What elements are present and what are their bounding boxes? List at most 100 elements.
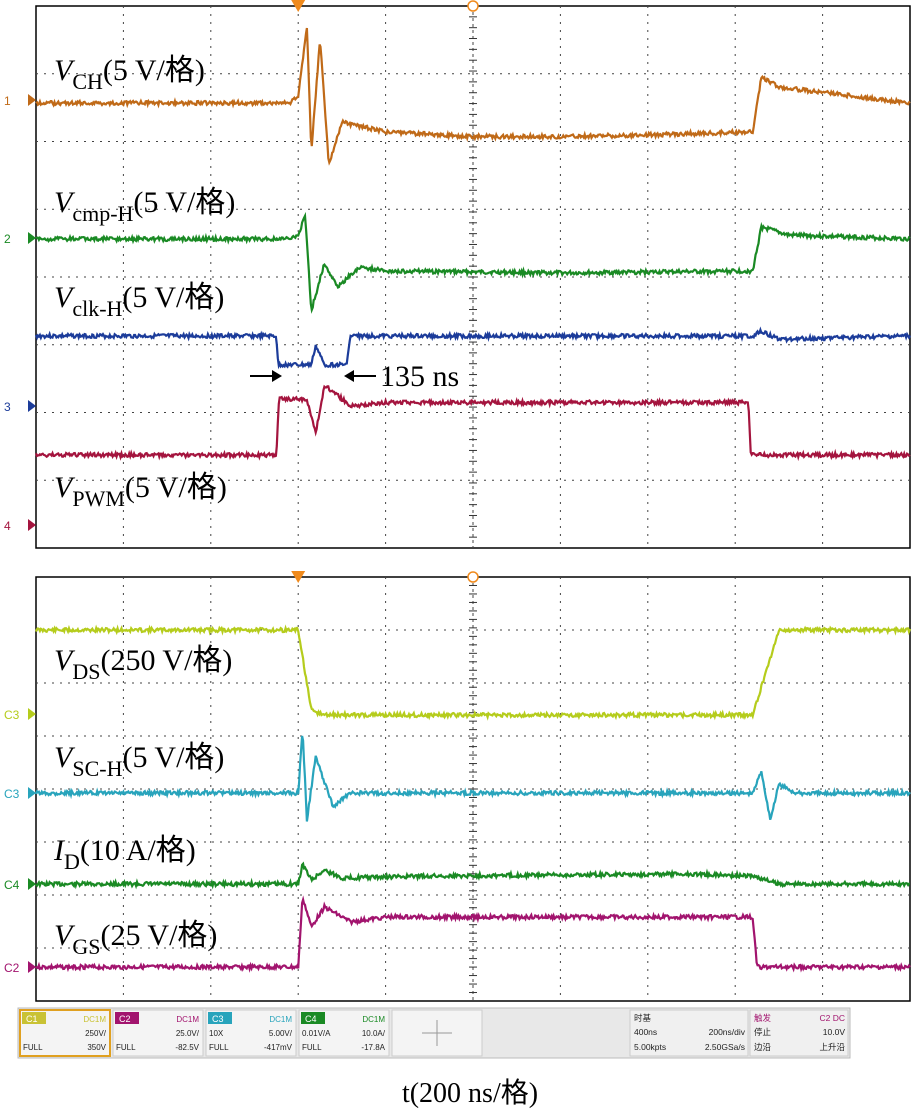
x-axis-label: t(200 ns/格) <box>402 1077 538 1109</box>
trace-id <box>35 861 910 890</box>
time-center-marker <box>467 571 479 583</box>
channel-bw: FULL <box>302 1043 322 1052</box>
channel-bw: FULL <box>209 1043 229 1052</box>
timebase-text: 400ns <box>634 1027 657 1037</box>
channel-arrow-icon <box>28 400 36 412</box>
channel-vdiv: 25.0V/ <box>176 1029 200 1038</box>
trigger-position-marker <box>291 571 306 583</box>
trace-label-sub: CH <box>72 69 103 94</box>
channel-probe: 10X <box>209 1029 224 1038</box>
trace-label-sub: clk-H <box>72 296 122 321</box>
channel-vdiv: 10.0A/ <box>362 1029 386 1038</box>
channel-marker-vclk: 3 <box>4 400 11 414</box>
channel-marker-vpwm: 4 <box>4 519 11 533</box>
timebase-text: 2.50GSa/s <box>705 1042 745 1052</box>
arrowhead-right-icon <box>272 370 282 382</box>
trigger-text: 边沿 <box>754 1042 772 1052</box>
trace-vsc <box>34 735 911 822</box>
trace-label-vclk: Vclk-H(5 V/格) <box>54 281 224 321</box>
trace-vclk <box>34 326 911 370</box>
trace-vgs <box>35 895 911 973</box>
channel-marker-vch: 1 <box>4 94 11 108</box>
trace-vch <box>35 27 911 166</box>
trace-label-scale: (5 V/格) <box>122 281 224 314</box>
channel-marker-vgs: C2 <box>4 961 20 975</box>
timebase-text: 时基 <box>634 1013 652 1023</box>
trace-label-scale: (5 V/格) <box>133 186 235 219</box>
timebase-text: 200ns/div <box>709 1027 746 1037</box>
trigger-text: 触发 <box>754 1013 772 1023</box>
trace-vcmp <box>35 211 911 314</box>
trigger-position-marker <box>291 0 306 12</box>
trace-label-main: V <box>54 471 76 504</box>
channel-tag: C2 <box>119 1014 131 1024</box>
trace-label-sub: GS <box>72 934 100 959</box>
trace-label-scale: (5 V/格) <box>103 54 205 87</box>
channel-tag: C4 <box>305 1014 317 1024</box>
trace-label-vsc: VSC-H(5 V/格) <box>54 741 224 781</box>
channel-probe: 0.01V/A <box>302 1029 331 1038</box>
channel-marker-vsc: C3 <box>4 787 20 801</box>
channel-coupling: DC1M <box>269 1015 292 1024</box>
trace-vpwm <box>34 384 911 462</box>
trace-label-sub: PWM <box>72 486 125 511</box>
channel-arrow-icon <box>28 94 36 106</box>
channel-coupling: DC1M <box>83 1015 106 1024</box>
channel-arrow-icon <box>28 787 36 799</box>
trace-label-vgs: VGS(25 V/格) <box>54 919 217 959</box>
channel-arrow-icon <box>28 961 36 973</box>
trace-label-sub: D <box>64 849 80 874</box>
channel-bw: FULL <box>116 1043 136 1052</box>
trace-label-vcmp: Vcmp-H(5 V/格) <box>54 186 235 226</box>
channel-offset: -17.8A <box>361 1043 385 1052</box>
trigger-text: 上升沿 <box>819 1042 845 1052</box>
channel-arrow-icon <box>28 878 36 890</box>
channel-tag: C1 <box>26 1014 38 1024</box>
channel-tag-bg <box>22 1012 46 1024</box>
channel-marker-id: C4 <box>4 878 20 892</box>
trace-label-sub: DS <box>72 659 100 684</box>
trigger-text: 10.0V <box>823 1027 846 1037</box>
trace-label-main: V <box>54 281 76 314</box>
trigger-text: C2 DC <box>819 1013 845 1023</box>
channel-tag-bg <box>301 1012 325 1024</box>
channel-offset: -82.5V <box>175 1043 199 1052</box>
scope-status-bar: C1 DC1M 250V/FULL 350V C2 DC1M 25.0V/FULL -82.5… <box>17 1007 851 1059</box>
trace-label-scale: (5 V/格) <box>122 741 224 774</box>
channel-vdiv: 250V/ <box>85 1029 107 1038</box>
channel-tag: C3 <box>212 1014 224 1024</box>
trace-label-main: V <box>54 741 76 774</box>
trace-label-main: V <box>54 54 76 87</box>
trace-vds <box>34 624 912 721</box>
channel-offset: -417mV <box>264 1043 293 1052</box>
trace-label-scale: (250 V/格) <box>100 644 232 677</box>
timebase-text: 5.00kpts <box>634 1042 666 1052</box>
channel-tag-bg <box>208 1012 232 1024</box>
trace-label-sub: SC-H <box>72 756 122 781</box>
channel-marker-vcmp: 2 <box>4 232 11 246</box>
trace-label-main: V <box>54 644 76 677</box>
channel-arrow-icon <box>28 519 36 531</box>
trace-label-main: V <box>54 186 76 219</box>
channel-coupling: DC1M <box>176 1015 199 1024</box>
trace-label-main: V <box>54 919 76 952</box>
channel-coupling: DC1M <box>362 1015 385 1024</box>
trigger-box <box>749 1009 849 1057</box>
trace-label-scale: (10 A/格) <box>80 834 196 867</box>
trace-label-vds: VDS(250 V/格) <box>54 644 232 684</box>
trace-label-scale: (25 V/格) <box>100 919 217 952</box>
channel-vdiv: 5.00V/ <box>269 1029 293 1038</box>
trace-label-sub: cmp-H <box>72 201 133 226</box>
timebase-box <box>629 1009 749 1057</box>
arrowhead-left-icon <box>344 370 354 382</box>
channel-offset: 350V <box>87 1043 106 1052</box>
trace-label-scale: (5 V/格) <box>125 471 227 504</box>
trace-label-main: I <box>53 834 66 867</box>
channel-arrow-icon <box>28 708 36 720</box>
channel-bw: FULL <box>23 1043 43 1052</box>
channel-tag-bg <box>115 1012 139 1024</box>
trace-label-vpwm: VPWM(5 V/格) <box>54 471 227 511</box>
time-center-marker <box>467 0 479 12</box>
channel-arrow-icon <box>28 232 36 244</box>
